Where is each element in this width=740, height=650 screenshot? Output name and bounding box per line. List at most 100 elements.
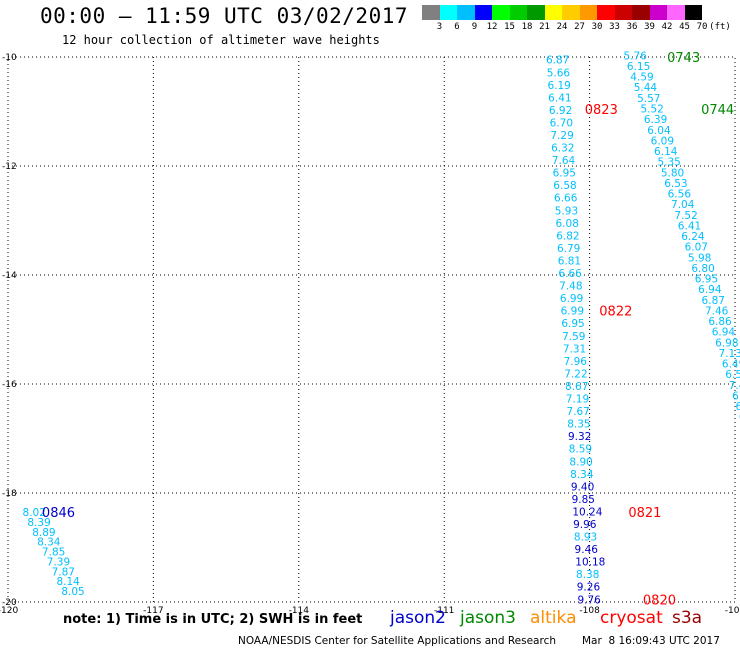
color-swatch <box>562 5 580 20</box>
wave-height-value: 5.98 <box>688 252 711 264</box>
wave-height-value: 4.59 <box>630 72 653 84</box>
generated-timestamp: Mar 8 16:09:43 UTC 2017 <box>582 635 720 647</box>
wave-height-value: 5.66 <box>547 67 571 79</box>
wave-height-value: 6. <box>739 412 740 424</box>
wave-height-value: 6.49 <box>722 359 740 371</box>
wave-height-value: 6.95 <box>561 318 584 330</box>
wave-height-value: 9.46 <box>575 544 599 556</box>
wave-height-value: 6.19 <box>547 80 570 92</box>
wave-height-value: 5.52 <box>640 104 663 116</box>
color-swatch <box>544 5 562 20</box>
x-tick-label: -105 <box>725 606 740 616</box>
pass-time-label: 0846 <box>42 506 75 521</box>
wave-height-value: 8.14 <box>56 576 80 588</box>
color-swatch <box>632 5 650 20</box>
wave-height-value: 6.50 <box>725 369 740 381</box>
wave-height-value: 9.26 <box>577 582 601 594</box>
wave-height-value: 8.05 <box>61 586 84 598</box>
wave-height-value: 7.87 <box>52 566 75 578</box>
y-tick-label: -20 <box>2 598 17 608</box>
wave-height-value: 7.13 <box>719 348 740 360</box>
pass-time-label: 0744 <box>701 103 734 118</box>
pass-time-label: 0823 <box>585 103 618 118</box>
wave-height-value: 5.76 <box>624 50 648 62</box>
color-scale-label: 27 <box>574 22 585 32</box>
wave-height-value: 6.70 <box>550 117 573 129</box>
wave-height-value: 8.59 <box>569 444 592 456</box>
color-swatch <box>684 5 702 20</box>
wave-height-value: 7.39 <box>47 556 70 568</box>
wave-height-value: 7.22 <box>564 368 587 380</box>
wave-height-value: 6.56 <box>668 189 692 201</box>
wave-height-value: 6.86 <box>708 316 732 328</box>
wave-height-value: 6.87 <box>702 295 725 307</box>
wave-height-value: 6.82 <box>556 230 579 242</box>
color-scale-label: 33 <box>609 22 620 32</box>
color-swatch <box>614 5 632 20</box>
wave-height-value: 7.31 <box>563 343 586 355</box>
wave-height-value: 7.85 <box>42 547 65 559</box>
wave-height-value: 6.79 <box>557 243 580 255</box>
x-tick-label: -114 <box>289 606 310 616</box>
wave-height-value: 7.59 <box>562 331 585 343</box>
wave-height-value: 6.08 <box>556 218 579 230</box>
wave-height-value: 7.04 <box>671 199 695 211</box>
wave-height-value: 5.44 <box>634 82 658 94</box>
wave-height-value: 7.64 <box>552 155 576 167</box>
wave-height-value: 8.35 <box>567 419 590 431</box>
wave-height-value: 6.94 <box>712 327 736 339</box>
wave-height-value: 6.98 <box>715 337 738 349</box>
wave-height-value: 7.29 <box>550 130 573 142</box>
color-scale-label: 45 <box>679 22 690 32</box>
color-swatch <box>457 5 475 20</box>
color-swatch <box>527 5 545 20</box>
pass-time-label: 0820 <box>643 593 676 608</box>
wave-height-value: 6.07 <box>685 242 708 254</box>
wave-height-value: 6.94 <box>698 284 722 296</box>
wave-height-value: 6.41 <box>678 220 701 232</box>
wave-height-value: 6.99 <box>560 293 583 305</box>
legend-item-cryosat: cryosat <box>600 608 663 628</box>
wave-height-value: 9.85 <box>572 494 595 506</box>
x-tick-label: -117 <box>143 606 163 616</box>
wave-height-value: 6.32 <box>551 143 574 155</box>
x-tick-label: -120 <box>0 606 18 616</box>
color-scale-label: 24 <box>556 22 568 32</box>
wave-height-value: 10.18 <box>575 557 605 569</box>
wave-height-value: 8.89 <box>32 527 55 539</box>
wave-height-value: 6.95 <box>695 274 718 286</box>
x-tick-label: -111 <box>434 606 454 616</box>
color-scale-label: 15 <box>504 22 515 32</box>
y-tick-label: -16 <box>2 380 17 390</box>
wave-height-value: 9.96 <box>573 519 597 531</box>
wave-height-value: 6.81 <box>558 255 581 267</box>
wave-height-value: 8.34 <box>570 469 594 481</box>
y-tick-label: -12 <box>2 162 17 172</box>
wave-height-value: 7.48 <box>559 281 582 293</box>
wave-height-value: 6.95 <box>553 168 576 180</box>
color-swatch <box>667 5 685 20</box>
footer-note: note: 1) Time is in UTC; 2) SWH is in fe… <box>63 612 363 627</box>
wave-height-value: 8.38 <box>576 569 599 581</box>
wave-height-value: 7.52 <box>674 210 697 222</box>
color-scale-label: 42 <box>661 22 673 32</box>
color-swatch <box>422 5 440 20</box>
wave-height-value: 6.04 <box>647 125 671 137</box>
wave-height-value: 9.32 <box>568 431 591 443</box>
plot-frame <box>7 56 736 603</box>
color-swatch <box>649 5 667 20</box>
wave-height-value: 6.09 <box>651 135 674 147</box>
wave-height-value: 5.93 <box>555 205 578 217</box>
wave-height-value: 7.67 <box>566 406 589 418</box>
wave-height-value: 6.41 <box>548 92 571 104</box>
wave-height-value: 8.39 <box>27 517 50 529</box>
credit-text: NOAA/NESDIS Center for Satellite Applica… <box>238 635 556 647</box>
legend-item-altika: altika <box>530 608 577 628</box>
wave-height-value: 7.4 <box>729 380 740 392</box>
wave-height-value: 10.24 <box>572 506 602 518</box>
wave-height-value: 6.24 <box>681 231 705 243</box>
wave-height-value: 7.96 <box>564 356 588 368</box>
wave-height-value: 8.67 <box>565 381 588 393</box>
color-scale-label: 3 <box>436 22 443 32</box>
